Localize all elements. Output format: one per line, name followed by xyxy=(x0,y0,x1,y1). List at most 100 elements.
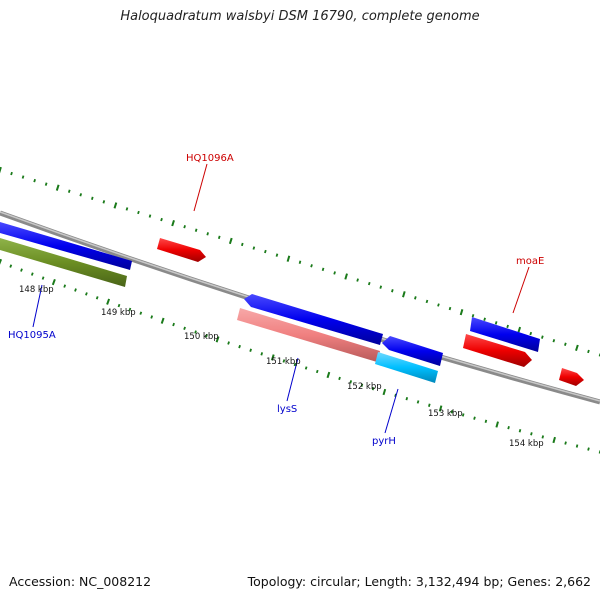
minor-tick xyxy=(74,288,77,292)
gene-label-hq1096a[interactable]: HQ1096A xyxy=(186,153,234,164)
minor-tick xyxy=(238,344,241,349)
minor-tick xyxy=(391,289,394,293)
minor-tick xyxy=(484,419,488,424)
minor-tick xyxy=(428,403,431,407)
minor-tick xyxy=(160,217,163,222)
minor-tick xyxy=(264,249,267,254)
minor-tick xyxy=(541,335,544,339)
feature-hq1096a[interactable] xyxy=(157,238,206,262)
minor-tick xyxy=(405,396,409,401)
gene-label-moae[interactable]: moaE xyxy=(516,256,544,267)
minor-tick xyxy=(461,413,465,417)
minor-tick xyxy=(394,393,397,398)
gene-label-lyss[interactable]: lysS xyxy=(277,404,297,415)
minor-tick xyxy=(507,425,510,430)
minor-tick xyxy=(530,432,533,436)
accession-text: Accession: NC_008212 xyxy=(9,574,152,589)
minor-tick xyxy=(172,322,175,327)
major-tick xyxy=(552,436,556,444)
feature-blue-left[interactable] xyxy=(0,222,132,270)
minor-tick xyxy=(85,292,88,296)
minor-tick xyxy=(310,264,313,268)
scale-label-148: 148 kbp xyxy=(19,285,54,295)
minor-tick xyxy=(298,260,302,264)
minor-tick xyxy=(282,359,286,363)
minor-tick xyxy=(338,376,341,381)
minor-tick xyxy=(260,352,264,356)
minor-tick xyxy=(356,278,359,282)
minor-tick xyxy=(150,315,154,319)
gene-label-pyrh[interactable]: pyrH xyxy=(372,436,396,447)
outer-tick-ring xyxy=(0,166,600,357)
map-title: Haloquadratum walsbyi DSM 16790, complet… xyxy=(120,9,480,24)
minor-tick xyxy=(194,228,198,232)
minor-tick xyxy=(471,314,475,318)
minor-tick xyxy=(321,267,325,272)
gene-label-hq1095a[interactable]: HQ1095A xyxy=(8,330,56,341)
minor-tick xyxy=(371,386,375,391)
minor-tick xyxy=(183,225,186,229)
genome-summary-text: Topology: circular; Length: 3,132,494 bp… xyxy=(247,574,591,589)
minor-tick xyxy=(10,171,13,176)
scale-label-153: 153 kbp xyxy=(428,409,463,419)
major-tick xyxy=(344,273,348,280)
major-tick xyxy=(286,255,291,262)
inner-tick-ring xyxy=(0,258,600,454)
minor-tick xyxy=(552,339,556,343)
major-tick xyxy=(55,184,60,191)
minor-tick xyxy=(414,296,417,300)
genome-backbone xyxy=(0,210,600,405)
minor-tick xyxy=(79,193,83,197)
lyss-leader xyxy=(286,357,299,402)
minor-tick xyxy=(95,296,99,300)
major-tick xyxy=(495,421,499,428)
minor-tick xyxy=(241,242,244,247)
minor-tick xyxy=(137,210,140,215)
minor-tick xyxy=(494,321,498,325)
feature-cyan[interactable] xyxy=(375,352,438,383)
minor-tick xyxy=(333,271,336,275)
major-tick xyxy=(270,354,275,361)
minor-tick xyxy=(575,444,579,448)
minor-tick xyxy=(587,349,590,354)
minor-tick xyxy=(425,299,429,304)
major-tick xyxy=(517,326,522,334)
feature-salmon[interactable] xyxy=(237,308,380,362)
minor-tick xyxy=(183,326,186,331)
pyrh-leader xyxy=(384,388,399,434)
feature-red-right[interactable] xyxy=(559,368,584,386)
feature-olive-left[interactable] xyxy=(0,238,127,287)
minor-tick xyxy=(448,306,452,311)
minor-tick xyxy=(518,429,522,433)
major-tick xyxy=(382,388,387,396)
minor-tick xyxy=(379,285,383,289)
minor-tick xyxy=(450,410,454,414)
minor-tick xyxy=(206,232,209,236)
feature-moae-blue[interactable] xyxy=(470,317,540,352)
feature-pyrh-cds[interactable] xyxy=(382,336,443,366)
major-tick xyxy=(326,371,331,379)
minor-tick xyxy=(227,341,230,345)
minor-tick xyxy=(252,246,256,250)
major-tick xyxy=(459,309,464,316)
major-tick xyxy=(0,166,2,174)
hq1095a-leader xyxy=(32,284,43,328)
minor-tick xyxy=(9,264,13,268)
feature-moae-red[interactable] xyxy=(463,334,532,367)
major-tick xyxy=(51,278,56,286)
minor-tick xyxy=(67,189,71,193)
minor-tick xyxy=(20,268,23,272)
major-tick xyxy=(402,291,406,298)
minor-tick xyxy=(148,214,152,218)
minor-tick xyxy=(194,330,197,334)
minor-tick xyxy=(483,317,486,321)
scale-label-152: 152 kbp xyxy=(347,382,382,392)
minor-tick xyxy=(506,324,509,329)
major-tick xyxy=(106,298,111,305)
minor-tick xyxy=(529,331,533,336)
feature-lyss-cds[interactable] xyxy=(244,294,383,345)
major-tick xyxy=(228,237,233,245)
major-tick xyxy=(215,336,220,343)
minor-tick xyxy=(437,303,440,307)
minor-tick xyxy=(139,311,143,315)
